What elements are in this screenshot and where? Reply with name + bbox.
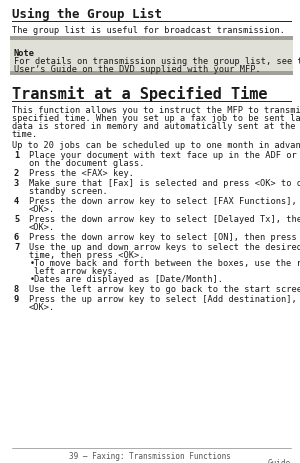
Text: <OK>.: <OK>.: [29, 223, 55, 232]
Text: Place your document with text face up in the ADF or face down: Place your document with text face up in…: [29, 151, 300, 160]
Text: 9: 9: [14, 295, 19, 304]
Text: 3: 3: [14, 179, 19, 188]
Bar: [10, 72, 293, 76]
Text: Make sure that [Fax] is selected and press <OK> to open the fax: Make sure that [Fax] is selected and pre…: [29, 179, 300, 188]
Text: specified time. When you set up a fax job to be sent later, the fax: specified time. When you set up a fax jo…: [12, 114, 300, 123]
Text: standby screen.: standby screen.: [29, 187, 108, 196]
Text: 2: 2: [14, 169, 19, 178]
Text: •: •: [30, 275, 35, 284]
Text: To move back and forth between the boxes, use the right and: To move back and forth between the boxes…: [34, 259, 300, 268]
Text: Press the down arrow key to select [ON], then press <OK>.: Press the down arrow key to select [ON],…: [29, 233, 300, 242]
Text: data is stored in memory and automatically sent at the specified: data is stored in memory and automatical…: [12, 122, 300, 131]
Text: User’s Guide on the DVD supplied with your MFP.: User’s Guide on the DVD supplied with yo…: [14, 65, 261, 74]
Text: This function allows you to instruct the MFP to transmit faxes at a: This function allows you to instruct the…: [12, 106, 300, 115]
Text: Dates are displayed as [Date/Month].: Dates are displayed as [Date/Month].: [34, 275, 223, 284]
Text: left arrow keys.: left arrow keys.: [34, 267, 118, 276]
Text: Press the <FAX> key.: Press the <FAX> key.: [29, 169, 134, 178]
Text: 8: 8: [14, 285, 19, 294]
Text: Press the up arrow key to select [Add destination], then press: Press the up arrow key to select [Add de…: [29, 295, 300, 304]
Text: Using the Group List: Using the Group List: [12, 8, 162, 21]
Text: 1: 1: [14, 151, 19, 160]
Text: 6: 6: [14, 233, 19, 242]
Text: Press the down arrow key to select [Delayed Tx], then press: Press the down arrow key to select [Dela…: [29, 215, 300, 224]
Text: Use the up and down arrow keys to select the desired date and: Use the up and down arrow keys to select…: [29, 243, 300, 252]
Text: 7: 7: [14, 243, 19, 252]
Text: Transmit at a Specified Time: Transmit at a Specified Time: [12, 86, 268, 102]
Text: Guide: Guide: [268, 458, 291, 463]
Text: on the document glass.: on the document glass.: [29, 159, 145, 168]
Text: <OK>.: <OK>.: [29, 205, 55, 214]
Text: For details on transmission using the group list, see the Basic: For details on transmission using the gr…: [14, 57, 300, 66]
Text: 5: 5: [14, 215, 19, 224]
Text: •: •: [30, 259, 35, 268]
Text: Note: Note: [14, 49, 35, 58]
Text: time, then press <OK>.: time, then press <OK>.: [29, 251, 145, 260]
Text: <OK>.: <OK>.: [29, 303, 55, 312]
Text: The group list is useful for broadcast transmission.: The group list is useful for broadcast t…: [12, 26, 285, 35]
Text: time.: time.: [12, 130, 38, 139]
Bar: [10, 41, 293, 75]
Text: 39 – Faxing: Transmission Functions: 39 – Faxing: Transmission Functions: [69, 451, 231, 460]
Text: Press the down arrow key to select [FAX Functions], then press: Press the down arrow key to select [FAX …: [29, 197, 300, 206]
Text: Use the left arrow key to go back to the start screen.: Use the left arrow key to go back to the…: [29, 285, 300, 294]
Text: 4: 4: [14, 197, 19, 206]
Text: Up to 20 jobs can be scheduled up to one month in advance.: Up to 20 jobs can be scheduled up to one…: [12, 141, 300, 150]
Bar: [10, 37, 293, 41]
